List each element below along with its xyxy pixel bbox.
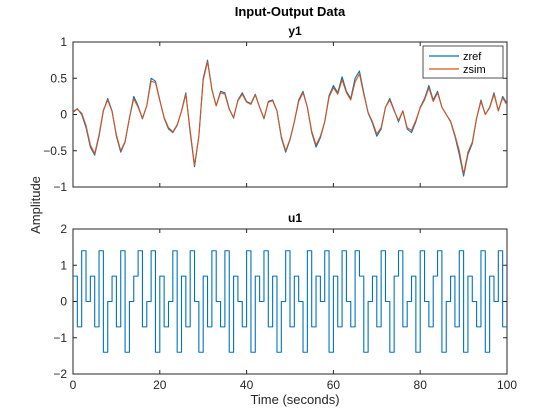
u1-panel-title: u1 <box>288 211 302 225</box>
figure-title: Input-Output Data <box>235 4 346 19</box>
legend-label-zsim: zsim <box>463 64 486 76</box>
y1-panel-title: y1 <box>288 24 302 38</box>
u1-ticks: 0 20 40 60 80 100 −2 −1 0 1 2 <box>53 222 517 392</box>
legend-box <box>422 45 504 79</box>
y1-lines <box>72 59 508 177</box>
u1-series-line <box>73 250 507 353</box>
u1-y-tick-label: 1 <box>60 258 67 272</box>
y1-y-tick-label: 0.5 <box>50 71 67 85</box>
x-tick-label: 100 <box>497 378 517 392</box>
u1-panel: u1 0 20 40 60 80 100 −2 −1 0 1 2 <box>53 211 517 392</box>
y1-y-tick-label: −0.5 <box>43 144 67 158</box>
zsim-series-line <box>72 61 508 175</box>
u1-y-tick-label: 0 <box>60 295 67 309</box>
u1-y-tick-label: −2 <box>53 367 67 381</box>
y1-y-tick-label: −1 <box>53 180 67 194</box>
x-axis-label: Time (seconds) <box>250 392 339 407</box>
u1-y-tick-label: 2 <box>60 222 67 236</box>
x-tick-label: 60 <box>327 378 341 392</box>
y-axis-label: Amplitude <box>28 176 43 234</box>
x-tick-label: 20 <box>153 378 167 392</box>
u1-lines <box>73 250 507 353</box>
legend-label-zref: zref <box>463 51 482 63</box>
x-tick-label: 40 <box>240 378 254 392</box>
x-tick-label: 0 <box>70 378 77 392</box>
y1-ticks: −1 −0.5 0 0.5 1 <box>43 35 508 194</box>
y1-y-tick-label: 1 <box>60 35 67 49</box>
u1-y-tick-label: −1 <box>53 331 67 345</box>
y1-y-tick-label: 0 <box>60 108 67 122</box>
x-tick-label: 80 <box>414 378 428 392</box>
